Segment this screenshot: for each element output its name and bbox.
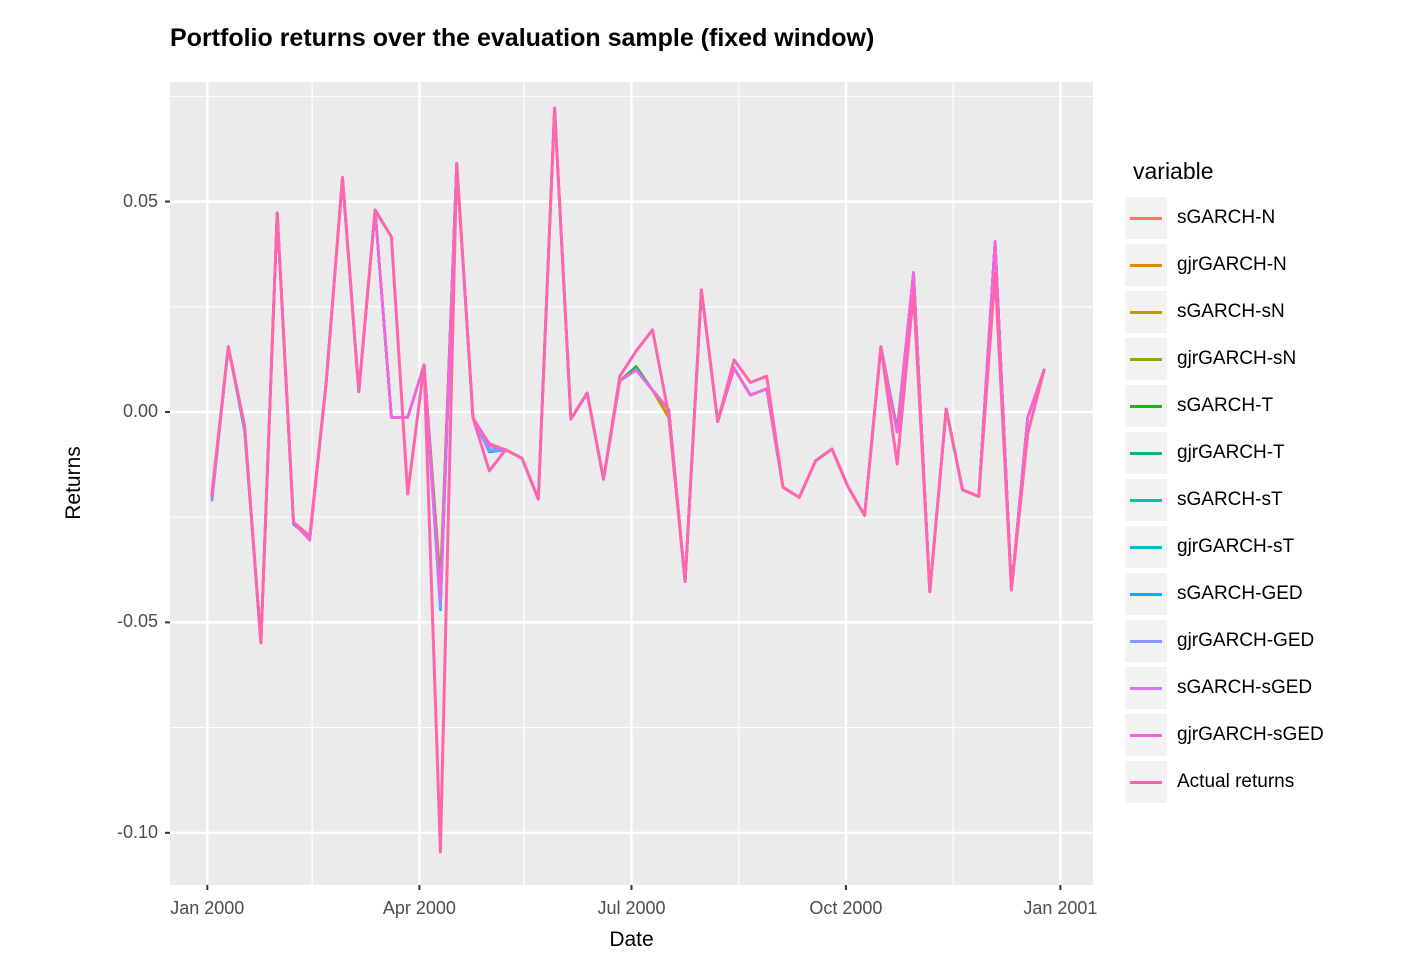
- x-tick-label: Jan 2000: [170, 898, 245, 918]
- legend-key-swatch: [1125, 620, 1167, 662]
- legend-entry-gjrGARCH-sT: gjrGARCH-sT: [1125, 526, 1405, 568]
- y-axis-title: Returns: [62, 446, 85, 520]
- legend-entry-sGARCH-sT: sGARCH-sT: [1125, 479, 1405, 521]
- chart-title: Portfolio returns over the evaluation sa…: [170, 24, 875, 52]
- legend-line-icon: [1130, 216, 1162, 220]
- legend-key-swatch: [1125, 432, 1167, 474]
- legend-line-icon: [1130, 639, 1162, 643]
- series-line-Actual-returns: [210, 106, 1046, 854]
- y-tick-label: 0.05: [122, 190, 158, 211]
- legend-line-icon: [1130, 263, 1162, 267]
- legend-entry-sGARCH-GED: sGARCH-GED: [1125, 573, 1405, 615]
- legend-entry-sGARCH-N: sGARCH-N: [1125, 197, 1405, 239]
- legend-entry-gjrGARCH-N: gjrGARCH-N: [1125, 244, 1405, 286]
- legend-key-swatch: [1125, 197, 1167, 239]
- legend-entry-label: sGARCH-sGED: [1177, 677, 1313, 698]
- legend-line-icon: [1130, 310, 1162, 314]
- legend-entry-label: gjrGARCH-sN: [1177, 348, 1297, 369]
- legend-entry-gjrGARCH-GED: gjrGARCH-GED: [1125, 620, 1405, 662]
- legend-key-swatch: [1125, 761, 1167, 803]
- legend-entry-label: sGARCH-N: [1177, 207, 1276, 228]
- legend-line-icon: [1130, 451, 1162, 455]
- x-axis-title: Date: [0, 928, 1093, 952]
- legend-entry-gjrGARCH-sGED: gjrGARCH-sGED: [1125, 714, 1405, 756]
- legend-entry-sGARCH-T: sGARCH-T: [1125, 385, 1405, 427]
- x-tick-label: Oct 2000: [809, 898, 883, 918]
- legend-line-icon: [1130, 357, 1162, 361]
- legend-entry-gjrGARCH-T: gjrGARCH-T: [1125, 432, 1405, 474]
- legend-entry-label: sGARCH-GED: [1177, 583, 1303, 604]
- legend-entry-label: gjrGARCH-GED: [1177, 630, 1315, 651]
- y-tick-label: -0.10: [116, 821, 158, 842]
- x-axis-title-text: Date: [609, 928, 654, 951]
- legend-entry-sGARCH-sN: sGARCH-sN: [1125, 291, 1405, 333]
- legend-key-swatch: [1125, 479, 1167, 521]
- legend-key-swatch: [1125, 714, 1167, 756]
- legend-key-swatch: [1125, 244, 1167, 286]
- legend-entry-label: gjrGARCH-T: [1177, 442, 1285, 463]
- legend-entry-sGARCH-sGED: sGARCH-sGED: [1125, 667, 1405, 709]
- legend-line-icon: [1130, 733, 1162, 737]
- legend-entry-Actual-returns: Actual returns: [1125, 761, 1405, 803]
- legend-line-icon: [1130, 404, 1162, 408]
- legend-entry-label: gjrGARCH-N: [1177, 254, 1287, 275]
- legend-key-swatch: [1125, 385, 1167, 427]
- y-tick-label: 0.00: [122, 400, 158, 421]
- legend-entry-label: sGARCH-sT: [1177, 489, 1283, 510]
- legend-key-swatch: [1125, 291, 1167, 333]
- x-tick-label: Apr 2000: [382, 898, 456, 918]
- legend: variable sGARCH-N gjrGARCH-N sGARCH-sN gjrG…: [1125, 158, 1405, 808]
- legend-line-icon: [1130, 780, 1162, 784]
- legend-key-swatch: [1125, 667, 1167, 709]
- y-tick-label: -0.05: [116, 611, 158, 632]
- legend-key-swatch: [1125, 338, 1167, 380]
- legend-entry-label: sGARCH-T: [1177, 395, 1274, 416]
- legend-rows: sGARCH-N gjrGARCH-N sGARCH-sN gjrGARCH-sN sG…: [1125, 197, 1405, 803]
- legend-key-swatch: [1125, 526, 1167, 568]
- legend-title: variable: [1133, 158, 1214, 184]
- legend-entry-gjrGARCH-sN: gjrGARCH-sN: [1125, 338, 1405, 380]
- legend-entry-label: sGARCH-sN: [1177, 301, 1285, 322]
- legend-line-icon: [1130, 592, 1162, 596]
- legend-entry-label: gjrGARCH-sT: [1177, 536, 1295, 557]
- x-tick-label: Jul 2000: [597, 898, 666, 918]
- legend-key-swatch: [1125, 573, 1167, 615]
- legend-line-icon: [1130, 498, 1162, 502]
- legend-line-icon: [1130, 686, 1162, 690]
- x-tick-label: Jan 2001: [1023, 898, 1098, 918]
- legend-entry-label: gjrGARCH-sGED: [1177, 724, 1324, 745]
- legend-line-icon: [1130, 545, 1162, 549]
- legend-entry-label: Actual returns: [1177, 771, 1295, 792]
